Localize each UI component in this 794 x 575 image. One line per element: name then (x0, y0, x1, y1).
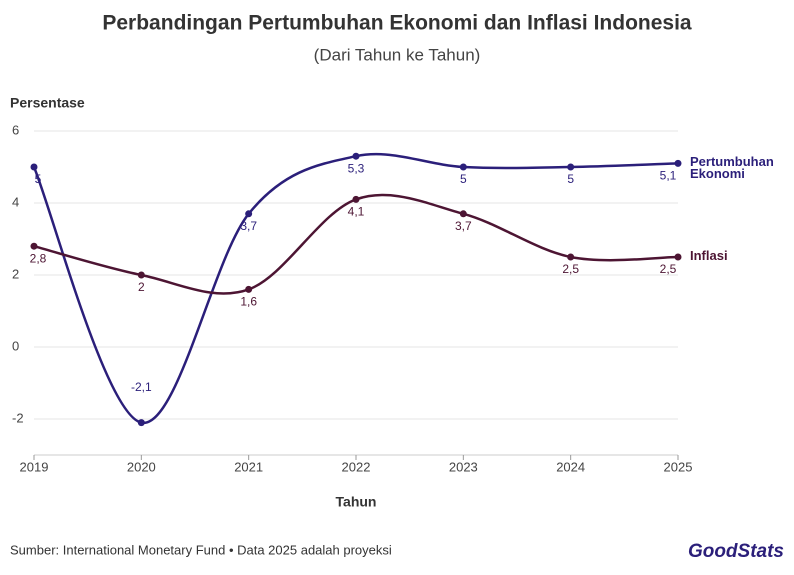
point (567, 253, 575, 261)
chart-title: Perbandingan Pertumbuhan Ekonomi dan Inf… (102, 12, 692, 35)
value-label: 3,7 (240, 219, 257, 233)
point (567, 163, 575, 171)
point (30, 242, 38, 250)
value-label: 5 (460, 172, 467, 186)
value-label: 2,5 (562, 262, 579, 276)
x-tick-label: 2022 (342, 459, 371, 474)
value-label: 5 (35, 172, 42, 186)
x-tick-label: 2023 (449, 459, 478, 474)
value-label: 3,7 (455, 219, 472, 233)
point (30, 163, 38, 171)
y-tick-label: -2 (12, 410, 24, 425)
x-tick-label: 2020 (127, 459, 156, 474)
value-label: 2,8 (30, 251, 47, 265)
point (137, 271, 145, 279)
source: Sumber: International Monetary Fund • Da… (10, 542, 392, 557)
x-axis-title: Tahun (336, 494, 377, 510)
y-tick-label: 4 (12, 194, 19, 209)
point (245, 210, 253, 218)
x-tick-label: 2024 (556, 459, 585, 474)
value-label: 4,1 (348, 205, 365, 219)
point (352, 152, 360, 160)
point (245, 285, 253, 293)
y-axis-title: Persentase (10, 95, 85, 111)
legend-label: Pertumbuhan Ekonomi (690, 154, 774, 182)
value-label: 1,6 (240, 295, 257, 309)
x-tick-label: 2019 (20, 459, 49, 474)
y-tick-label: 6 (12, 122, 19, 137)
value-label: 5,3 (348, 161, 365, 175)
legend-label: Inflasi (690, 248, 728, 263)
value-label: 5,1 (660, 169, 677, 183)
point (459, 163, 467, 171)
logo: GoodStats (688, 541, 784, 562)
point (674, 159, 682, 167)
chart-subtitle: (Dari Tahun ke Tahun) (314, 45, 481, 64)
point (352, 195, 360, 203)
series-line (32, 152, 679, 424)
value-label: 2,5 (660, 262, 677, 276)
point (674, 253, 682, 261)
x-tick-label: 2021 (234, 459, 263, 474)
y-tick-label: 2 (12, 266, 19, 281)
y-tick-label: 0 (12, 338, 19, 353)
value-label: 5 (567, 172, 574, 186)
value-label: -2,1 (131, 380, 152, 394)
x-tick-label: 2025 (664, 459, 693, 474)
value-label: 2 (138, 280, 145, 294)
point (137, 419, 145, 427)
point (459, 210, 467, 218)
